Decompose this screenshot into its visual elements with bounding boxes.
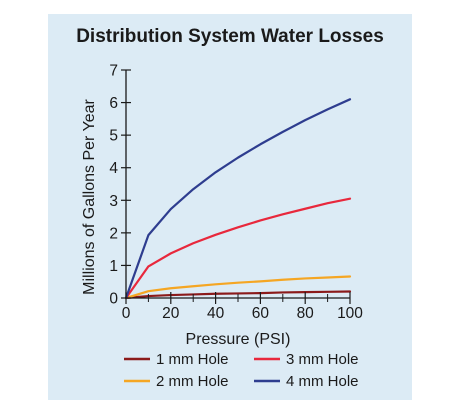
y-tick-label: 3	[109, 193, 118, 210]
series-line-1-mm-hole	[124, 290, 352, 300]
series-line-3-mm-hole	[124, 197, 352, 300]
legend-item-1-mm-hole: 1 mm Hole	[124, 351, 229, 368]
y-tick-label: 2	[109, 225, 118, 242]
y-tick-label: 0	[109, 291, 118, 308]
y-tick-label: 5	[109, 128, 118, 145]
y-axis-label: Millions of Gallons Per Year	[81, 99, 98, 295]
legend-item-2-mm-hole: 2 mm Hole	[124, 373, 229, 390]
x-tick-label: 40	[207, 305, 225, 322]
x-tick-label: 0	[122, 305, 131, 322]
x-tick-label: 80	[297, 305, 315, 322]
legend: 1 mm Hole 3 mm Hole 2 mm Hole 4 mm Hole	[124, 351, 359, 390]
chart-title: Distribution System Water Losses	[76, 26, 384, 47]
series-line-4-mm-hole	[124, 98, 352, 300]
legend-label: 1 mm Hole	[156, 351, 229, 368]
line-chart: Distribution System Water Losses Million…	[76, 26, 384, 390]
legend-item-4-mm-hole: 4 mm Hole	[254, 373, 359, 390]
x-tick-label: 20	[162, 305, 180, 322]
axes-layer: 0 1 2 3 4 5 6 7 0 20 40 60 80 100	[109, 63, 363, 323]
legend-label: 3 mm Hole	[286, 351, 359, 368]
x-tick-label: 60	[252, 305, 270, 322]
y-tick-label: 4	[109, 160, 118, 177]
legend-item-3-mm-hole: 3 mm Hole	[254, 351, 359, 368]
series-line-2-mm-hole	[124, 275, 352, 300]
chart-panel: Distribution System Water Losses Million…	[48, 14, 412, 400]
legend-label: 2 mm Hole	[156, 373, 229, 390]
y-tick-label: 1	[109, 258, 118, 275]
series-layer	[124, 98, 352, 300]
legend-label: 4 mm Hole	[286, 373, 359, 390]
x-tick-label: 100	[337, 305, 363, 322]
y-tick-label: 7	[109, 63, 118, 80]
y-tick-label: 6	[109, 95, 118, 112]
x-axis-label: Pressure (PSI)	[186, 331, 291, 348]
